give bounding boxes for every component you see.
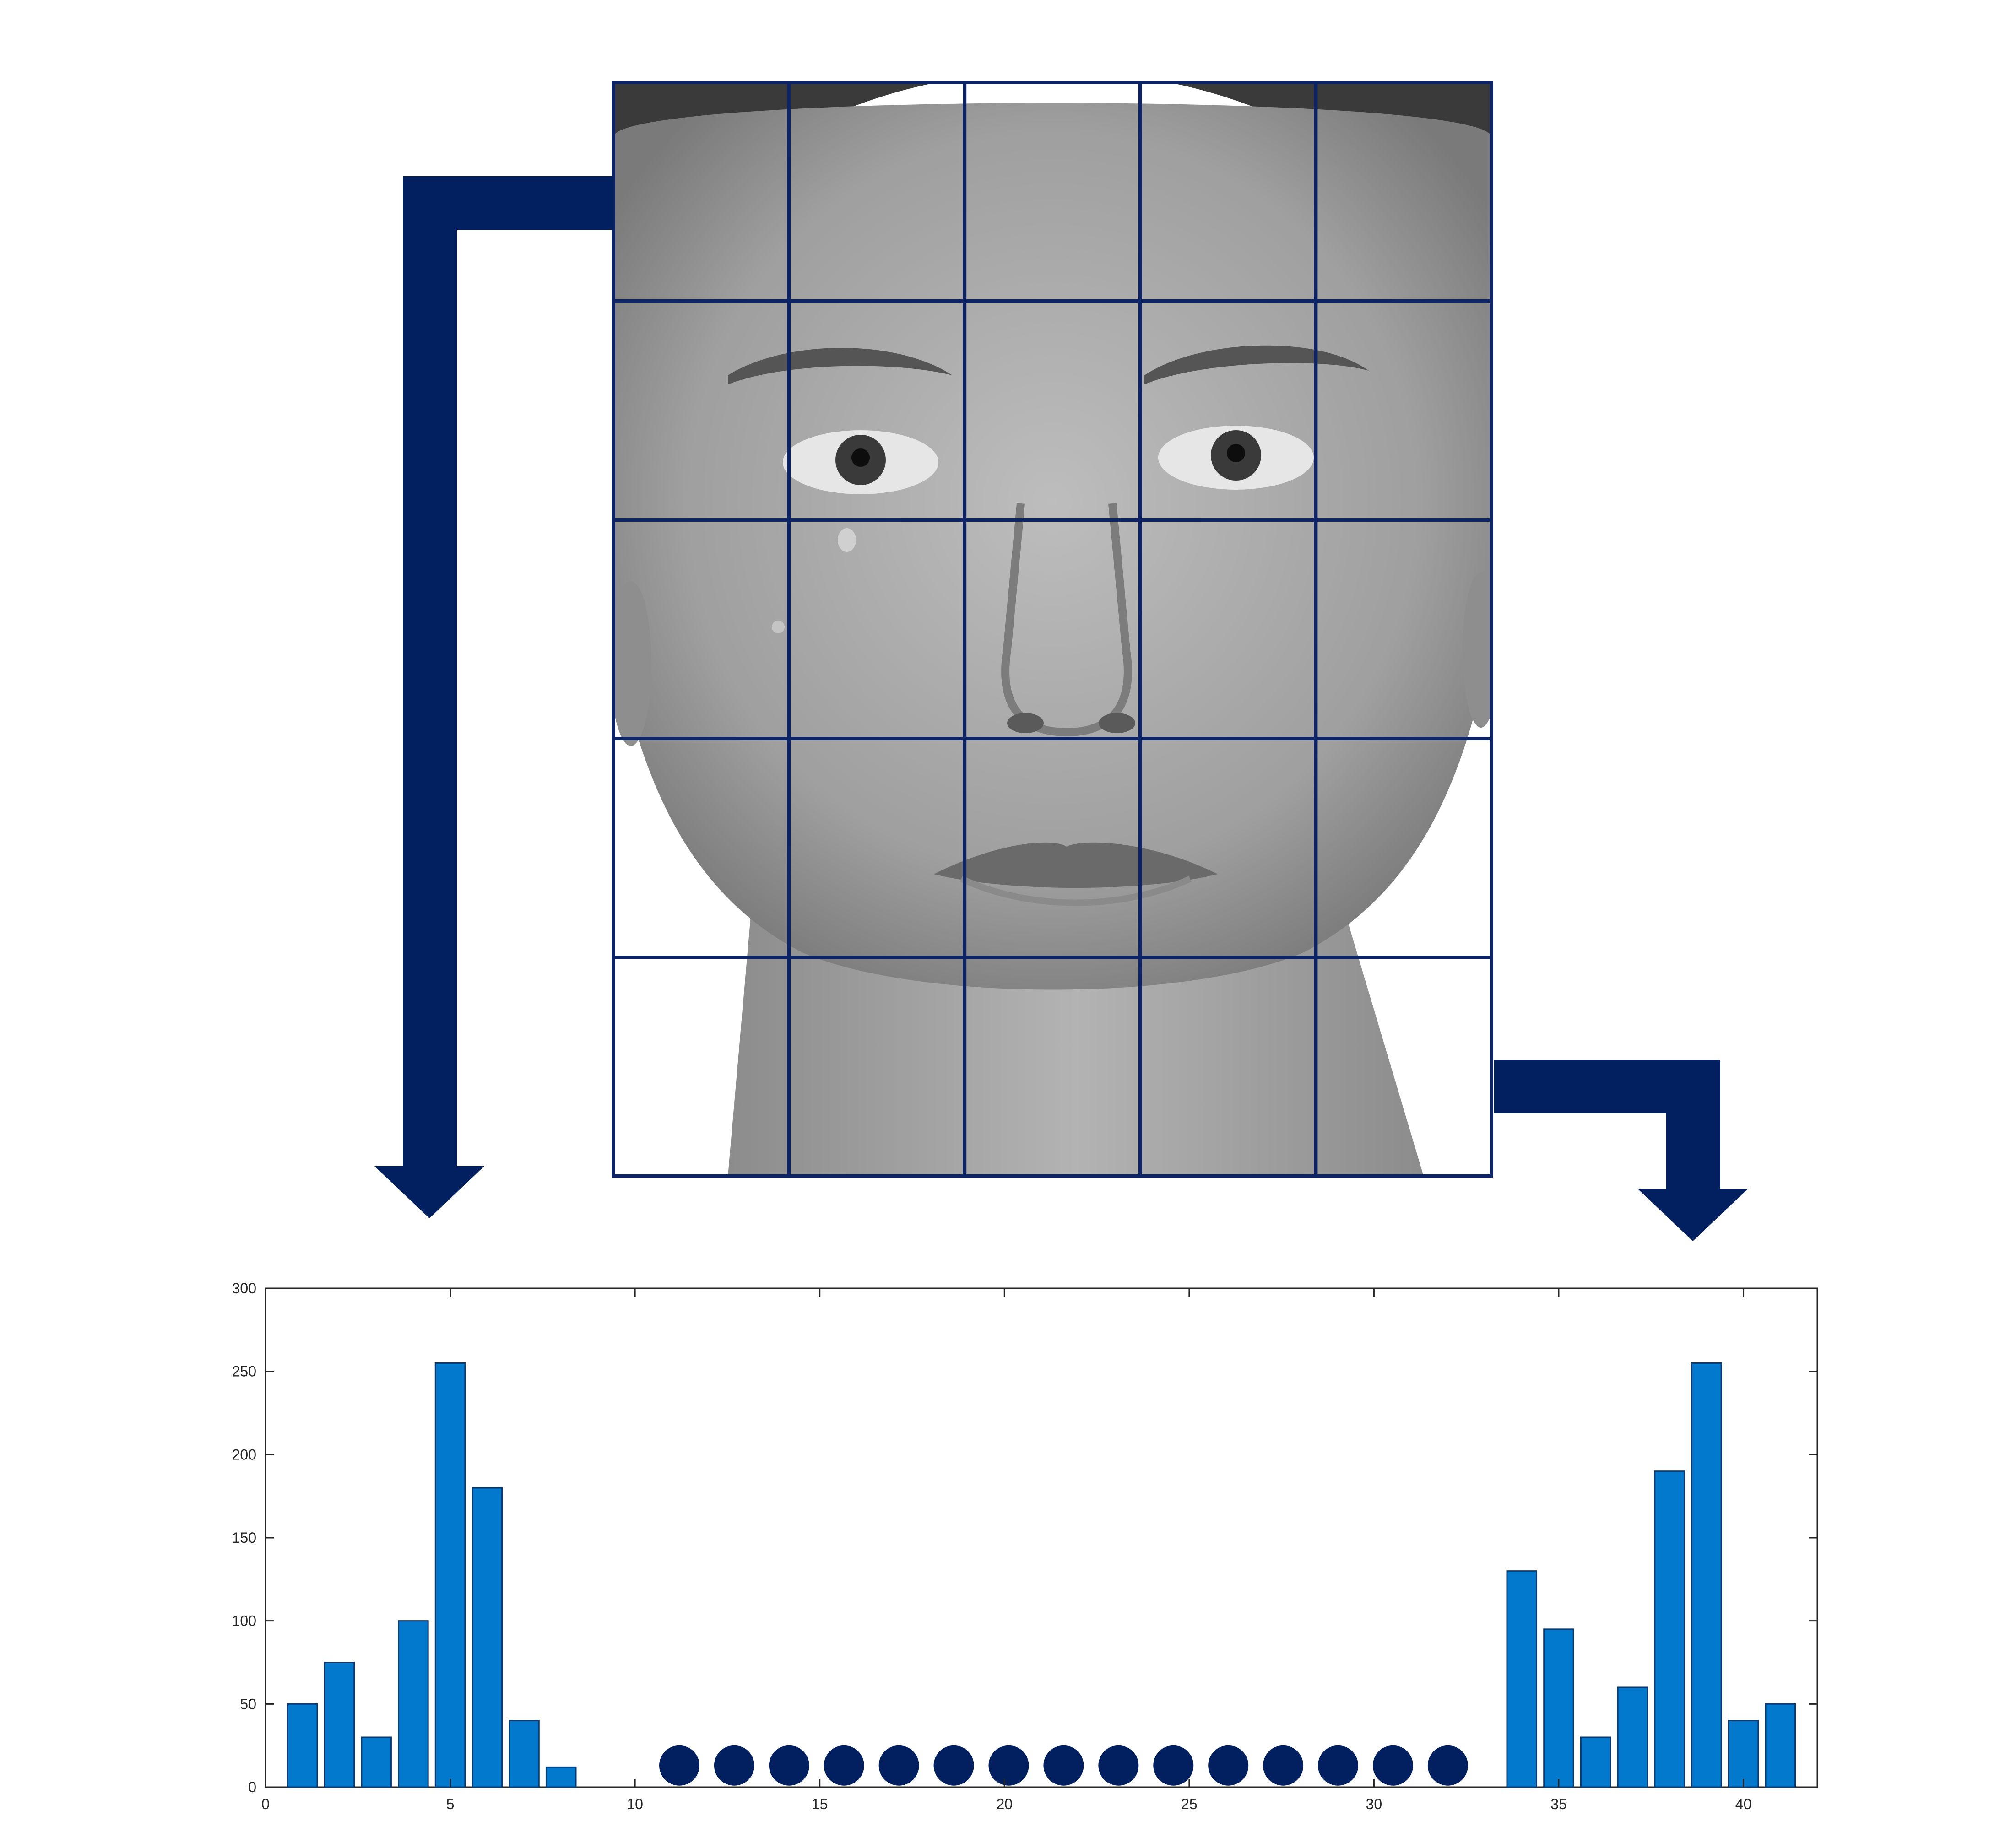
histogram-bar xyxy=(434,1362,466,1788)
x-axis: 0 5 10 15 20 25 30 35 40 xyxy=(261,1288,1751,1812)
histogram-chart: 0 5 10 15 20 25 30 35 40 0 50 100 150 200 250 300 xyxy=(232,1280,1818,1812)
bar-series xyxy=(287,1362,1796,1788)
y-tick-label: 0 xyxy=(248,1779,256,1795)
right-arrow-icon xyxy=(1494,1060,1748,1241)
histogram-bar xyxy=(1506,1570,1538,1788)
x-tick-label: 10 xyxy=(627,1796,643,1812)
y-axis: 0 50 100 150 200 250 300 xyxy=(232,1280,1817,1795)
face-grid xyxy=(612,81,1493,1178)
histogram-bar xyxy=(1765,1703,1796,1788)
ellipsis-dot xyxy=(1153,1745,1194,1786)
left-arrow-icon xyxy=(374,176,613,1218)
histogram-bar xyxy=(398,1620,429,1788)
grid-border xyxy=(612,81,1493,1178)
histogram-bar xyxy=(1728,1720,1759,1788)
x-tick-label: 30 xyxy=(1366,1796,1382,1812)
ellipsis-dot xyxy=(659,1745,699,1786)
ellipsis-dot xyxy=(1098,1745,1139,1786)
x-tick-label: 25 xyxy=(1181,1796,1198,1812)
x-tick-label: 15 xyxy=(812,1796,828,1812)
ellipsis-dot xyxy=(1208,1745,1249,1786)
histogram-bar xyxy=(324,1662,355,1788)
ellipsis-dot xyxy=(824,1745,864,1786)
y-tick-label: 300 xyxy=(232,1280,256,1297)
histogram-bar xyxy=(361,1736,392,1788)
histogram-bar xyxy=(1580,1736,1611,1788)
x-tick-label: 35 xyxy=(1550,1796,1567,1812)
histogram-bar xyxy=(1543,1628,1574,1788)
y-tick-label: 100 xyxy=(232,1613,256,1629)
ellipsis-dot xyxy=(714,1745,754,1786)
ellipsis-dot xyxy=(1043,1745,1084,1786)
ellipsis-dot xyxy=(1372,1745,1413,1786)
y-tick-label: 50 xyxy=(240,1696,256,1712)
y-tick-label: 150 xyxy=(232,1529,256,1546)
face-photo xyxy=(613,82,1491,1176)
ellipsis-dot xyxy=(988,1745,1029,1786)
y-tick-label: 200 xyxy=(232,1446,256,1463)
histogram-bar xyxy=(1691,1362,1722,1788)
x-tick-label: 5 xyxy=(446,1796,455,1812)
ellipsis-dot xyxy=(1318,1745,1359,1786)
histogram-bar xyxy=(509,1720,540,1788)
histogram-bar xyxy=(1617,1686,1648,1788)
ellipsis-dot xyxy=(933,1745,974,1786)
histogram-bar xyxy=(545,1766,577,1788)
histogram-bar xyxy=(287,1703,318,1788)
ellipsis-dot xyxy=(1263,1745,1304,1786)
ellipsis-dot xyxy=(769,1745,809,1786)
x-tick-label: 0 xyxy=(261,1796,270,1812)
y-tick-label: 250 xyxy=(232,1363,256,1380)
x-tick-label: 20 xyxy=(996,1796,1013,1812)
x-tick-label: 40 xyxy=(1735,1796,1752,1812)
ellipsis-dots xyxy=(659,1745,1468,1786)
histogram-bar xyxy=(1654,1470,1685,1788)
histogram-bar xyxy=(472,1487,503,1788)
ellipsis-dot xyxy=(878,1745,919,1786)
ellipsis-dot xyxy=(1427,1745,1468,1786)
